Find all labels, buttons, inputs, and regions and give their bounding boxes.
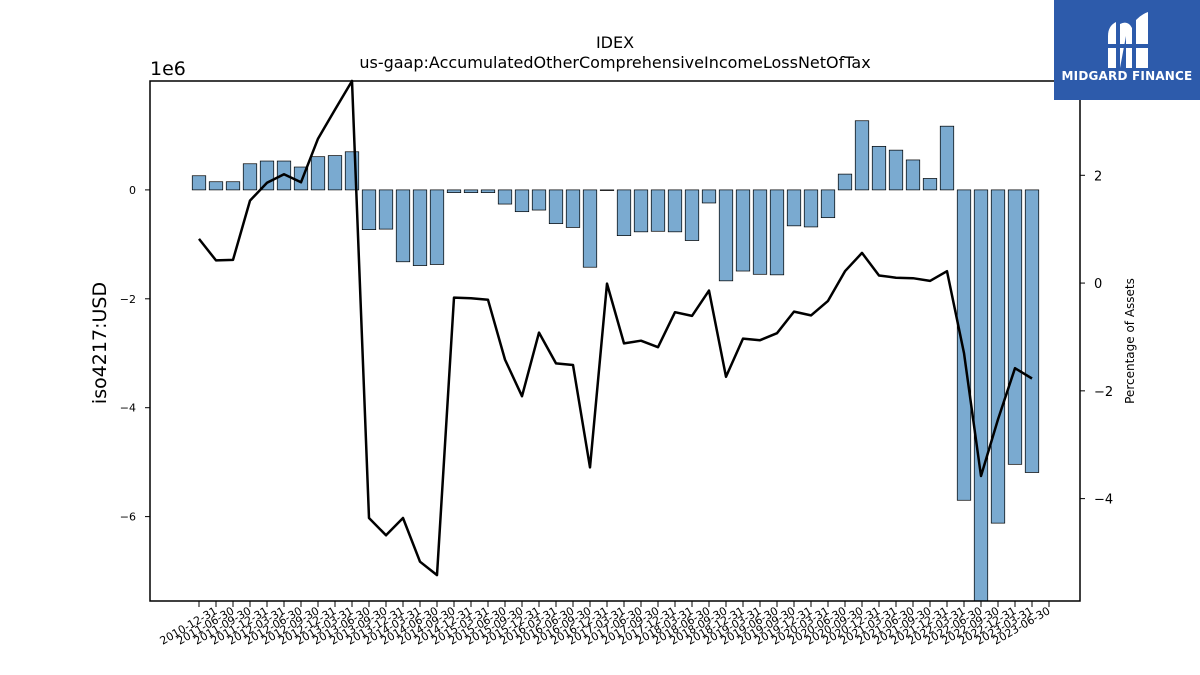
bar-2022-03-31 [956, 189, 972, 501]
bar-2015-12-31 [531, 189, 547, 211]
bar-2022-12-31 [1007, 189, 1023, 465]
y-axis-label: iso4217:USD [89, 282, 111, 404]
bar-2014-03-31 [412, 189, 428, 266]
bar-2019-09-30 [786, 189, 802, 227]
x-axis: 2010-12-312011-06-302011-09-302011-12-31… [158, 601, 1053, 648]
y-tick-label: 0 [129, 184, 136, 197]
y-scale-label: 1e6 [150, 58, 186, 80]
bar-2011-03-31 [208, 181, 224, 191]
bar-2011-06-30 [225, 181, 241, 191]
y2-tick-label: −4 [1094, 493, 1113, 508]
bar-2021-06-30 [905, 159, 921, 191]
bar-2012-12-31 [327, 155, 343, 191]
bar-2021-03-31 [888, 149, 904, 191]
bar-2014-06-30 [429, 189, 445, 265]
bar-2021-12-31 [939, 125, 955, 191]
bars-layer [191, 120, 1040, 602]
bar-2011-09-30 [242, 163, 258, 191]
bar-2014-12-31 [463, 189, 479, 193]
y-tick-label: −4 [120, 402, 136, 415]
bar-2014-09-30 [446, 189, 462, 193]
left-axis: 0 −2 −4 −6 [120, 184, 150, 524]
bar-2015-09-30 [514, 189, 530, 213]
percentage-line [198, 79, 1033, 577]
line-layer [198, 79, 1033, 577]
y2-tick-label: 0 [1094, 277, 1102, 292]
bar-2016-12-31 [599, 189, 615, 191]
y2-axis-label: Percentage of Assets [1123, 278, 1137, 404]
bar-2011-12-31 [259, 160, 275, 191]
y-tick-label: −2 [120, 293, 136, 306]
bar-2015-06-30 [497, 189, 513, 205]
y2-tick-label: 2 [1094, 169, 1102, 184]
right-axis: 2 0 −2 −4 [1080, 169, 1113, 508]
bar-2016-06-30 [565, 189, 581, 228]
y2-tick-label: −2 [1094, 385, 1113, 400]
bar-2019-03-31 [752, 189, 768, 275]
bar-2018-12-31 [735, 189, 751, 272]
bar-2017-03-31 [616, 189, 632, 236]
bar-2018-03-31 [684, 189, 700, 241]
chart-title: IDEX [596, 33, 634, 52]
bar-2019-12-31 [803, 189, 819, 228]
bar-2018-06-30 [701, 189, 717, 204]
bar-2020-09-30 [854, 120, 870, 191]
bar-2016-09-30 [582, 189, 598, 268]
midgard-logo-icon [1104, 12, 1150, 68]
bar-2017-09-30 [650, 189, 666, 232]
bar-2021-09-30 [922, 178, 938, 191]
bar-2019-06-30 [769, 189, 785, 276]
bar-2022-06-30 [973, 189, 989, 602]
bar-2016-03-31 [548, 189, 564, 225]
chart-subtitle: us-gaap:AccumulatedOtherComprehensiveInc… [359, 53, 870, 72]
brand-logo: MIDGARD FINANCE [1054, 0, 1200, 100]
bar-2013-12-31 [395, 189, 411, 263]
bar-2020-03-31 [820, 189, 836, 219]
bar-2020-12-31 [871, 145, 887, 191]
bar-2012-09-30 [310, 156, 326, 191]
bar-2013-09-30 [378, 189, 394, 230]
bar-2018-09-30 [718, 189, 734, 282]
bar-2022-09-30 [990, 189, 1006, 524]
bar-2010-12-31 [191, 175, 207, 191]
bar-2015-03-31 [480, 189, 496, 193]
brand-name: MIDGARD FINANCE [1061, 69, 1193, 83]
bar-2017-06-30 [633, 189, 649, 233]
bar-2017-12-31 [667, 189, 683, 233]
bar-2013-06-30 [361, 189, 377, 230]
bar-2023-03-31 [1024, 189, 1040, 473]
bar-2020-06-30 [837, 173, 853, 191]
y-tick-label: −6 [120, 511, 136, 524]
plot-frame [149, 80, 1081, 602]
